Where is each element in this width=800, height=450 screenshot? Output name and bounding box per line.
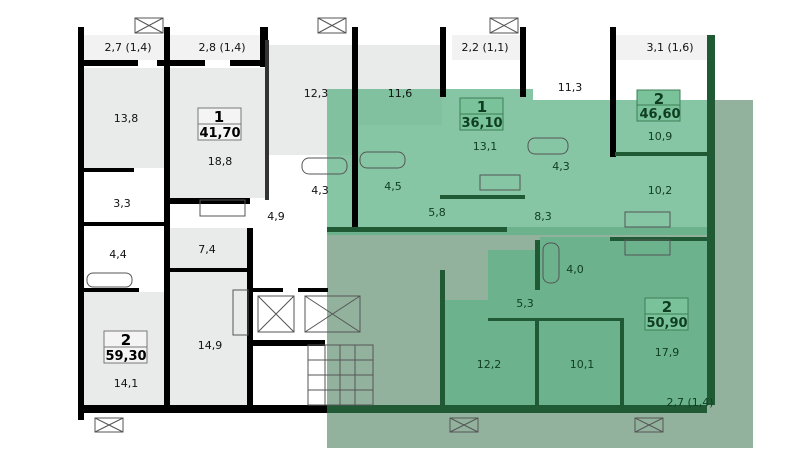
room-area: 12,2 (477, 358, 502, 371)
room-area: 7,4 (198, 243, 216, 256)
room-area: 4,3 (311, 184, 329, 197)
room-area: 4,3 (552, 160, 570, 173)
stairs-icon (307, 344, 374, 406)
bathtub-icon (86, 137, 569, 288)
room-labels: 2,7 (1,4) 2,8 (1,4) 2,2 (1,1) 3,1 (1,6) … (104, 41, 713, 409)
room-area: 18,8 (208, 155, 233, 168)
room-area: 2,7 (1,4) (666, 396, 713, 409)
room-area: 12,3 (304, 87, 329, 100)
apartment-rooms: 1 (214, 108, 224, 126)
room-area: 2,7 (1,4) (104, 41, 151, 54)
room-area: 14,9 (198, 339, 223, 352)
room-area: 13,1 (473, 140, 498, 153)
room-area: 4,9 (267, 210, 285, 223)
elevator-icon (257, 295, 361, 333)
apartment-rooms: 2 (121, 331, 131, 349)
room-area: 4,5 (384, 180, 402, 193)
room-area: 4,0 (566, 263, 584, 276)
room-area: 2,2 (1,1) (461, 41, 508, 54)
room-area: 11,6 (388, 87, 413, 100)
apartment-highlight-50-90[interactable] (443, 237, 707, 410)
apartment-area: 36,10 (461, 116, 502, 131)
room-area: 13,8 (114, 112, 139, 125)
apartment-area: 46,60 (639, 107, 680, 122)
room-area: 5,8 (428, 206, 446, 219)
apartment-badge-59-30[interactable]: 2 59,30 (103, 330, 148, 364)
room-area: 10,1 (570, 358, 595, 371)
room-area: 3,3 (113, 197, 131, 210)
room-area: 10,9 (648, 130, 673, 143)
apartment-rooms: 2 (662, 298, 672, 316)
room-area: 2,8 (1,4) (198, 41, 245, 54)
apartment-rooms: 2 (654, 90, 664, 108)
room-area: 11,3 (558, 81, 583, 94)
apartment-badge-36-10[interactable]: 1 36,10 (459, 97, 504, 131)
apartment-area: 41,70 (199, 126, 240, 141)
room-area: 3,1 (1,6) (646, 41, 693, 54)
room-area: 14,1 (114, 377, 139, 390)
room-area: 5,3 (516, 297, 534, 310)
apartment-badge-41-70[interactable]: 1 41,70 (197, 107, 242, 141)
room-area: 4,4 (109, 248, 127, 261)
room-area: 8,3 (534, 210, 552, 223)
apartment-area: 50,90 (646, 316, 687, 331)
room-area: 10,2 (648, 184, 673, 197)
apartment-area: 59,30 (105, 349, 146, 364)
apartment-badge-50-90[interactable]: 2 50,90 (644, 297, 689, 331)
walls (78, 27, 715, 420)
room-area: 17,9 (655, 346, 680, 359)
stove-icon (199, 174, 671, 336)
window-vent-icon (94, 17, 664, 433)
apartment-badge-46-60[interactable]: 2 46,60 (636, 89, 681, 122)
apartment-rooms: 1 (477, 98, 487, 116)
